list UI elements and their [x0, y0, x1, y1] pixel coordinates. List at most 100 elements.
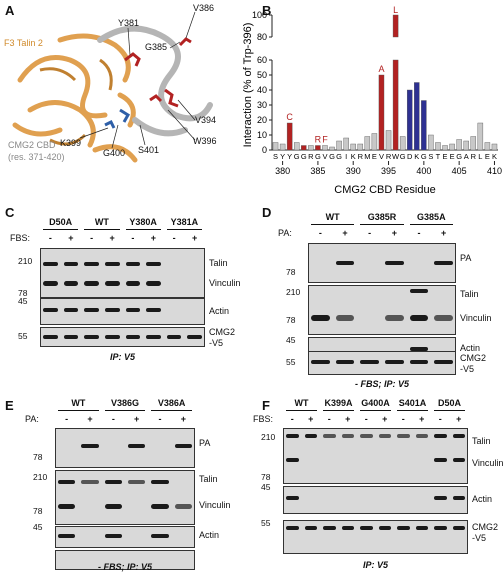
protein-band [434, 315, 453, 321]
protein-band [187, 335, 202, 339]
blot-panel-e: WT V386G V386A PA: - + - + - +78 PA 210 78 Talin Vincu… [0, 398, 250, 576]
protein-band [43, 308, 58, 312]
panel-c-label: C [5, 205, 15, 220]
category-label: D [407, 152, 413, 161]
bar [336, 140, 342, 151]
treatment-sign: - [318, 228, 322, 238]
category-label: S [428, 152, 433, 161]
group-label: V386G [110, 398, 139, 408]
blot-label: PA [199, 438, 211, 448]
protein-band [151, 480, 169, 484]
group-label: WT [71, 398, 86, 408]
residue-label: V394 [195, 115, 217, 125]
category-label: W [392, 152, 400, 161]
protein-band [409, 289, 429, 293]
protein-band [434, 526, 447, 530]
group-label: Y381A [170, 217, 199, 227]
protein-band [81, 480, 99, 484]
protein-band [311, 315, 330, 321]
group-underline [58, 410, 99, 411]
protein-band [434, 261, 453, 265]
protein-band [304, 434, 317, 438]
blot-label: CMG2 -V5 [209, 327, 236, 348]
bar [272, 142, 279, 151]
blot-label: Talin [460, 289, 479, 299]
mw-marker: 210 [286, 287, 301, 297]
protein-band [43, 281, 58, 286]
group-underline [151, 410, 192, 411]
category-label: G [336, 152, 342, 161]
category-label: E [443, 152, 448, 161]
category-label: R [358, 152, 364, 161]
residue-label: V386 [193, 3, 215, 13]
blot-label: CMG2 -V5 [472, 522, 499, 543]
group-label: D50A [49, 217, 73, 227]
protein-band [58, 534, 76, 538]
protein-band [385, 315, 404, 321]
protein-band [174, 504, 192, 509]
residue-label: G400 [103, 148, 126, 158]
protein-band [304, 526, 317, 530]
protein-band [452, 496, 465, 500]
y-tick-label: 100 [252, 10, 267, 20]
treatment-sign: - [172, 233, 176, 243]
group-label: Y380A [129, 217, 157, 227]
protein-band [286, 526, 299, 530]
bar [286, 122, 293, 151]
mutation-label: A [378, 64, 384, 74]
blot-label: Vinculin [460, 313, 492, 323]
mutation-label: L [393, 5, 398, 15]
treatment-sign: - [90, 233, 94, 243]
protein-band [125, 335, 141, 339]
mw-marker: 78 [286, 267, 296, 277]
protein-band [63, 281, 79, 286]
protein-band [434, 496, 447, 500]
treatment-sign: + [382, 414, 388, 424]
protein-band [84, 262, 99, 266]
category-label: G [294, 152, 300, 161]
protein-band [128, 444, 146, 448]
category-label: Y [280, 152, 285, 161]
blot-strip [40, 248, 205, 298]
protein-band [151, 504, 169, 509]
bar [308, 145, 314, 151]
mw-marker: 210 [33, 472, 48, 482]
mw-marker: 55 [18, 331, 28, 341]
protein-band [409, 347, 429, 351]
bar [399, 136, 406, 151]
treatment-sign: - [65, 414, 69, 424]
mw-marker: 55 [286, 357, 296, 367]
residue-label: S401 [138, 145, 160, 155]
protein-band [335, 360, 355, 364]
category-label: E [485, 152, 490, 161]
treatment-sign: + [134, 414, 140, 424]
bar [371, 133, 378, 151]
treatment-sign: - [158, 414, 162, 424]
protein-band [378, 434, 391, 438]
x-tick-label: 380 [275, 166, 290, 176]
category-label: G [329, 152, 335, 161]
y-tick-label: 80 [257, 32, 267, 42]
protein-band [151, 534, 169, 538]
blot-strip [55, 550, 195, 570]
protein-band [104, 262, 120, 266]
treatment-sign: - [131, 233, 135, 243]
blot-strip [55, 428, 195, 468]
mw-marker: 45 [261, 482, 271, 492]
group-underline [409, 224, 453, 225]
group-label: G385R [367, 212, 397, 222]
blot-strip [40, 327, 205, 347]
category-label: E [372, 152, 377, 161]
category-label: G [400, 152, 406, 161]
group-label: G400A [361, 398, 390, 408]
y-axis-title: Interaction (% of Trp-396) [242, 23, 254, 148]
protein-band [104, 335, 120, 339]
category-label: L [478, 152, 482, 161]
blot-label: Talin [472, 436, 491, 446]
protein-band [335, 315, 355, 321]
category-label: K [414, 152, 419, 161]
category-label: R [386, 152, 392, 161]
category-label: M [364, 152, 370, 161]
protein-band [63, 262, 79, 266]
